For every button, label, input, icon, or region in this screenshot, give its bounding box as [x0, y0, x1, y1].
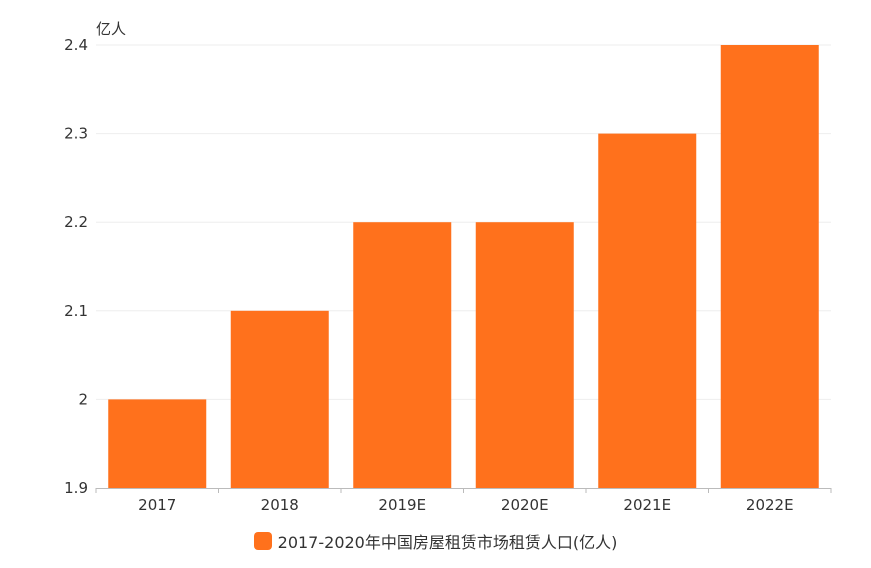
legend[interactable]: 2017-2020年中国房屋租赁市场租赁人口(亿人) [0, 529, 871, 553]
x-tick-label: 2019E [378, 496, 426, 514]
x-axis-ticks: 2017 2018 2019E 2020E 2021E 2022E [95, 488, 832, 514]
y-tick-label: 2.4 [64, 36, 88, 54]
y-tick-label: 2 [78, 390, 88, 408]
y-tick-label: 2.1 [64, 302, 88, 320]
legend-label: 2017-2020年中国房屋租赁市场租赁人口(亿人) [277, 533, 618, 552]
bar-2017[interactable] [108, 399, 207, 488]
bar-2018[interactable] [230, 310, 329, 488]
bar-2022E[interactable] [720, 45, 819, 488]
x-tick-label: 2022E [746, 496, 794, 514]
y-tick-label: 2.3 [64, 125, 88, 143]
x-tick-label: 2018 [261, 496, 299, 514]
legend-swatch [253, 532, 272, 550]
y-axis-unit-label: 亿人 [96, 20, 126, 38]
y-tick-label: 1.9 [64, 479, 88, 497]
grid-lines [96, 44, 831, 400]
bar-2021E[interactable] [598, 133, 697, 488]
bar-2020E[interactable] [475, 222, 574, 488]
x-tick-label: 2017 [138, 496, 176, 514]
x-tick-label: 2020E [501, 496, 549, 514]
x-tick-label: 2021E [623, 496, 671, 514]
y-tick-label: 2.2 [64, 213, 88, 231]
bar-2019E[interactable] [353, 222, 452, 488]
bars [108, 45, 819, 488]
y-axis-ticks: 1.9 2 2.1 2.2 2.3 2.4 [64, 36, 88, 497]
